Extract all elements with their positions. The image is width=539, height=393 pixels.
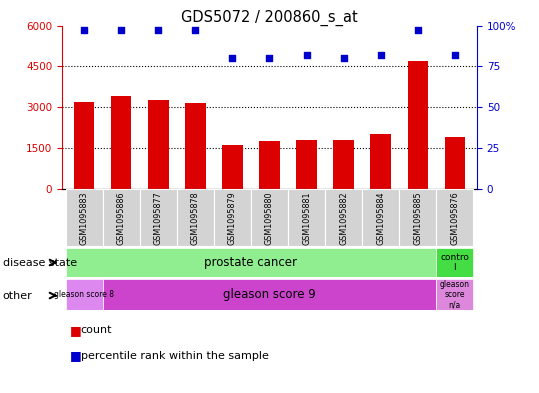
Bar — [185, 103, 205, 189]
FancyBboxPatch shape — [436, 248, 473, 277]
FancyBboxPatch shape — [177, 189, 214, 246]
Text: GSM1095876: GSM1095876 — [450, 191, 459, 245]
FancyBboxPatch shape — [140, 189, 177, 246]
Bar — [370, 134, 391, 189]
Text: GSM1095877: GSM1095877 — [154, 191, 163, 245]
Point — [451, 52, 459, 58]
Point — [376, 52, 385, 58]
Point — [340, 55, 348, 61]
FancyBboxPatch shape — [66, 189, 103, 246]
Text: GSM1095885: GSM1095885 — [413, 191, 422, 245]
FancyBboxPatch shape — [103, 279, 436, 310]
Text: gleason
score
n/a: gleason score n/a — [440, 280, 470, 310]
FancyBboxPatch shape — [214, 189, 251, 246]
Text: other: other — [3, 290, 32, 301]
Bar — [407, 61, 428, 189]
Text: ■: ■ — [70, 323, 81, 337]
Bar — [148, 100, 169, 189]
Point — [117, 27, 126, 33]
Text: GSM1095880: GSM1095880 — [265, 191, 274, 245]
Bar — [334, 140, 354, 189]
Text: GSM1095881: GSM1095881 — [302, 191, 311, 245]
Bar — [259, 141, 280, 189]
FancyBboxPatch shape — [66, 248, 436, 277]
Text: gleason score 9: gleason score 9 — [223, 288, 316, 301]
FancyBboxPatch shape — [436, 279, 473, 310]
FancyBboxPatch shape — [251, 189, 288, 246]
FancyBboxPatch shape — [399, 189, 436, 246]
FancyBboxPatch shape — [103, 189, 140, 246]
Point — [302, 52, 311, 58]
Point — [154, 27, 163, 33]
Text: GSM1095878: GSM1095878 — [191, 191, 200, 245]
Text: GSM1095882: GSM1095882 — [339, 191, 348, 245]
Point — [191, 27, 199, 33]
FancyBboxPatch shape — [325, 189, 362, 246]
Text: gleason score 8: gleason score 8 — [54, 290, 114, 299]
Bar — [296, 140, 317, 189]
FancyBboxPatch shape — [288, 189, 325, 246]
Text: ■: ■ — [70, 349, 81, 362]
Text: disease state: disease state — [3, 257, 77, 268]
FancyBboxPatch shape — [362, 189, 399, 246]
Bar — [445, 137, 465, 189]
Bar — [222, 145, 243, 189]
Point — [413, 27, 422, 33]
Text: GDS5072 / 200860_s_at: GDS5072 / 200860_s_at — [181, 10, 358, 26]
Text: contro
l: contro l — [440, 253, 469, 272]
Text: percentile rank within the sample: percentile rank within the sample — [81, 351, 269, 361]
Text: GSM1095886: GSM1095886 — [117, 191, 126, 245]
Point — [228, 55, 237, 61]
Text: count: count — [81, 325, 112, 335]
Point — [265, 55, 274, 61]
Bar — [111, 96, 132, 189]
FancyBboxPatch shape — [66, 279, 103, 310]
FancyBboxPatch shape — [436, 189, 473, 246]
Text: GSM1095884: GSM1095884 — [376, 191, 385, 245]
Point — [80, 27, 88, 33]
Text: prostate cancer: prostate cancer — [204, 256, 298, 269]
Text: GSM1095879: GSM1095879 — [228, 191, 237, 245]
Bar — [74, 102, 94, 189]
Text: GSM1095883: GSM1095883 — [80, 191, 89, 245]
